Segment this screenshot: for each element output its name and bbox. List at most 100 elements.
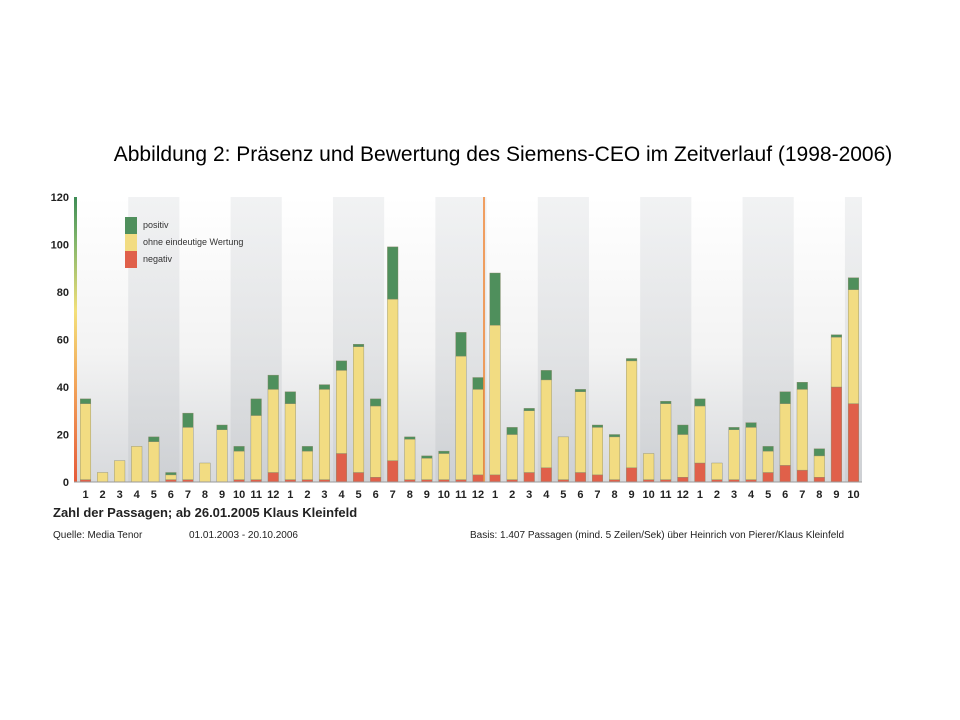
bar-segment-positiv xyxy=(506,427,518,435)
bar-segment-negativ xyxy=(472,474,484,483)
y-tick-label: 120 xyxy=(51,192,69,204)
bar-segment-negativ xyxy=(796,469,808,483)
x-tick-label: 2 xyxy=(100,489,106,501)
x-tick-label: 8 xyxy=(816,489,822,501)
legend-label: positiv xyxy=(143,220,169,230)
x-tick-label: 10 xyxy=(847,489,859,501)
y-tick-label: 80 xyxy=(57,287,69,299)
bar-segment-positiv xyxy=(472,377,484,390)
x-tick-label: 5 xyxy=(151,489,157,501)
x-tick-label: 5 xyxy=(356,489,362,501)
bar-segment-negativ xyxy=(626,467,638,483)
bar-segment-ohne-eindeutige-wertung xyxy=(830,336,842,388)
x-tick-label: 3 xyxy=(321,489,327,501)
bar-segment-positiv xyxy=(762,446,774,452)
x-tick-label: 12 xyxy=(267,489,279,501)
bar-segment-ohne-eindeutige-wertung xyxy=(182,427,194,480)
bar-segment-ohne-eindeutige-wertung xyxy=(284,403,296,480)
x-tick-label: 1 xyxy=(82,489,88,501)
bar-segment-positiv xyxy=(574,389,586,392)
bar-segment-ohne-eindeutige-wertung xyxy=(489,325,501,476)
bar-segment-ohne-eindeutige-wertung xyxy=(131,446,143,483)
bar-segment-ohne-eindeutige-wertung xyxy=(455,355,467,480)
bar-segment-positiv xyxy=(80,398,92,404)
bar-segment-ohne-eindeutige-wertung xyxy=(438,453,450,480)
y-tick-label: 0 xyxy=(63,477,69,489)
bar-segment-positiv xyxy=(336,360,348,371)
x-tick-label: 6 xyxy=(373,489,379,501)
bar-segment-positiv xyxy=(489,272,501,326)
bar-segment-ohne-eindeutige-wertung xyxy=(387,298,399,461)
bar-segment-ohne-eindeutige-wertung xyxy=(97,472,109,483)
period-note: 01.01.2003 - 20.10.2006 xyxy=(189,530,298,541)
bar-segment-ohne-eindeutige-wertung xyxy=(421,458,433,480)
x-tick-label: 11 xyxy=(455,489,467,501)
x-tick-label: 4 xyxy=(543,489,550,501)
bar-segment-positiv xyxy=(830,334,842,338)
x-tick-label: 8 xyxy=(202,489,208,501)
bar-segment-positiv xyxy=(284,391,296,404)
x-tick-label: 7 xyxy=(390,489,396,501)
x-tick-label: 12 xyxy=(472,489,484,501)
bar-segment-ohne-eindeutige-wertung xyxy=(796,389,808,471)
x-tick-label: 8 xyxy=(407,489,413,501)
x-tick-label: 9 xyxy=(424,489,430,501)
bar-segment-negativ xyxy=(591,474,603,483)
bar-segment-negativ xyxy=(830,386,842,483)
bar-segment-negativ xyxy=(574,472,586,483)
legend-swatch xyxy=(125,217,137,234)
x-tick-label: 4 xyxy=(748,489,755,501)
bar-segment-negativ xyxy=(677,477,689,483)
bar-segment-ohne-eindeutige-wertung xyxy=(353,346,365,473)
bar-segment-ohne-eindeutige-wertung xyxy=(114,460,126,483)
bar-segment-positiv xyxy=(148,436,160,442)
bar-segment-positiv xyxy=(813,448,825,457)
bar-segment-ohne-eindeutige-wertung xyxy=(370,405,382,478)
x-tick-label: 10 xyxy=(438,489,450,501)
bar-segment-ohne-eindeutige-wertung xyxy=(609,436,621,480)
bar-segment-ohne-eindeutige-wertung xyxy=(267,389,279,473)
y-tick-label: 100 xyxy=(51,240,69,252)
x-tick-label: 4 xyxy=(338,489,345,501)
bar-segment-ohne-eindeutige-wertung xyxy=(779,403,791,466)
bar-segment-ohne-eindeutige-wertung xyxy=(660,403,672,480)
y-tick-label: 60 xyxy=(57,335,69,347)
bar-segment-positiv xyxy=(796,382,808,390)
x-tick-label: 10 xyxy=(643,489,655,501)
bar-segment-positiv xyxy=(216,424,228,430)
bar-segment-ohne-eindeutige-wertung xyxy=(643,453,655,480)
bar-segment-positiv xyxy=(250,398,262,416)
bar-segment-negativ xyxy=(694,462,706,483)
x-tick-label: 2 xyxy=(304,489,310,501)
x-tick-label: 1 xyxy=(697,489,703,501)
x-tick-label: 6 xyxy=(168,489,174,501)
bar-segment-positiv xyxy=(233,446,245,452)
x-tick-label: 3 xyxy=(526,489,532,501)
bar-segment-ohne-eindeutige-wertung xyxy=(762,450,774,473)
x-tick-label: 5 xyxy=(765,489,771,501)
x-tick-label: 11 xyxy=(660,489,672,501)
bar-segment-positiv xyxy=(370,398,382,407)
bar-segment-negativ xyxy=(762,472,774,483)
chart-legend: positiv ohne eindeutige Wertung negativ xyxy=(125,217,243,268)
bar-segment-positiv xyxy=(540,370,552,381)
x-tick-label: 4 xyxy=(134,489,141,501)
x-tick-label: 9 xyxy=(219,489,225,501)
bar-segment-positiv xyxy=(318,384,330,390)
x-tick-label: 9 xyxy=(629,489,635,501)
bar-segment-ohne-eindeutige-wertung xyxy=(574,391,586,473)
bar-segment-ohne-eindeutige-wertung xyxy=(404,439,416,480)
bar-segment-positiv xyxy=(779,391,791,404)
bar-segment-ohne-eindeutige-wertung xyxy=(557,436,569,480)
bar-segment-positiv xyxy=(694,398,706,407)
bar-segment-positiv xyxy=(609,434,621,438)
bar-segment-negativ xyxy=(779,465,791,483)
bar-segment-negativ xyxy=(813,477,825,483)
bar-segment-positiv xyxy=(523,408,535,411)
bar-segment-ohne-eindeutige-wertung xyxy=(694,405,706,464)
x-tick-label: 3 xyxy=(731,489,737,501)
x-tick-label: 2 xyxy=(714,489,720,501)
bar-segment-ohne-eindeutige-wertung xyxy=(165,474,177,480)
bar-segment-ohne-eindeutige-wertung xyxy=(626,360,638,468)
legend-label: negativ xyxy=(143,254,173,264)
